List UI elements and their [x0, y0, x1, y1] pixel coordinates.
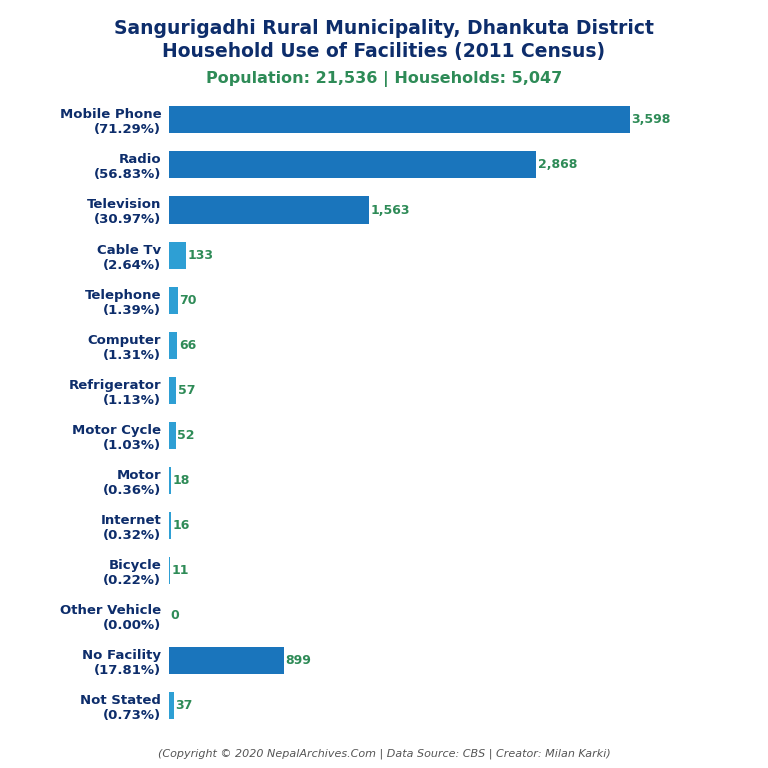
Text: (Copyright © 2020 NepalArchives.Com | Data Source: CBS | Creator: Milan Karki): (Copyright © 2020 NepalArchives.Com | Da… — [157, 748, 611, 759]
Text: 133: 133 — [187, 249, 214, 262]
Text: 57: 57 — [177, 384, 195, 397]
Text: 11: 11 — [172, 564, 190, 577]
Bar — [169, 242, 186, 269]
Text: 0: 0 — [170, 609, 179, 622]
Text: Sangurigadhi Rural Municipality, Dhankuta District: Sangurigadhi Rural Municipality, Dhankut… — [114, 19, 654, 38]
Text: 1,563: 1,563 — [370, 204, 410, 217]
Text: 3,598: 3,598 — [631, 114, 670, 127]
Text: Population: 21,536 | Households: 5,047: Population: 21,536 | Households: 5,047 — [206, 71, 562, 87]
Bar — [169, 286, 178, 313]
Text: 18: 18 — [173, 474, 190, 487]
Text: 52: 52 — [177, 429, 194, 442]
Bar — [169, 332, 177, 359]
Bar — [169, 692, 174, 720]
Bar — [169, 647, 284, 674]
Bar — [169, 557, 170, 584]
Bar — [169, 197, 369, 223]
Text: 2,868: 2,868 — [538, 158, 577, 171]
Bar — [169, 422, 176, 449]
Text: 899: 899 — [286, 654, 312, 667]
Text: 66: 66 — [179, 339, 196, 352]
Bar — [169, 467, 171, 494]
Text: 37: 37 — [175, 699, 193, 712]
Text: 70: 70 — [180, 293, 197, 306]
Bar — [169, 512, 171, 539]
Bar — [169, 151, 536, 178]
Bar — [169, 106, 630, 134]
Text: 16: 16 — [173, 519, 190, 532]
Text: Household Use of Facilities (2011 Census): Household Use of Facilities (2011 Census… — [163, 42, 605, 61]
Bar — [169, 377, 176, 404]
